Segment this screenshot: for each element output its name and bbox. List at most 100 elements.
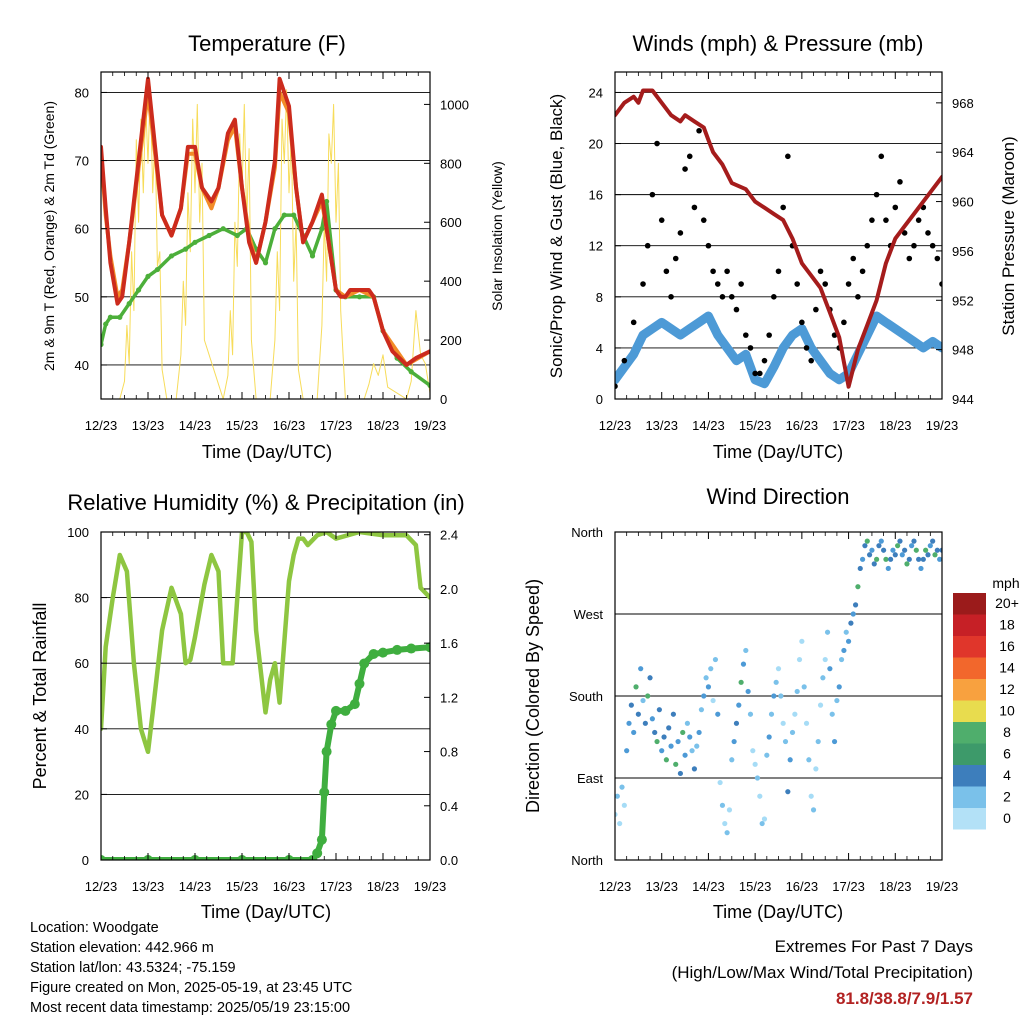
direction-point [740, 661, 747, 667]
legend-label: 12 [999, 681, 1015, 697]
direction-point [881, 547, 887, 553]
gust-point [873, 191, 880, 198]
direction-point [848, 620, 854, 626]
precip-point [406, 643, 417, 654]
precip-point [321, 746, 332, 757]
direction-point [689, 748, 695, 754]
x-tick-label: 18/23 [879, 879, 912, 894]
direction-point [799, 638, 805, 644]
legend-swatch [953, 679, 986, 701]
gust-point [934, 255, 941, 262]
y2-tick-label: 0.4 [440, 799, 458, 814]
x-tick-label: 16/23 [273, 879, 306, 894]
y2-tick-label: 960 [952, 195, 974, 210]
y2-tick-label: 964 [952, 145, 974, 160]
recent-data-text: Most recent data timestamp: 2025/05/19 2… [30, 1000, 351, 1016]
direction-point [745, 688, 751, 695]
x-tick-label: 13/23 [132, 879, 165, 894]
direction-point [824, 629, 831, 635]
direction-point [652, 729, 658, 736]
legend-label: 2 [1003, 789, 1011, 805]
direction-point [738, 679, 744, 685]
legend-unit: mph [992, 575, 1019, 591]
y-tick-label: 80 [75, 85, 89, 100]
direction-point [626, 720, 632, 726]
x-tick-label: 12/23 [599, 879, 632, 894]
direction-point [862, 543, 868, 549]
direction-point [859, 556, 866, 562]
direction-point [787, 757, 793, 763]
td-point [272, 226, 278, 232]
direction-point [696, 729, 702, 736]
gust-point [845, 281, 852, 287]
humidity-y-label: Percent & Total Rainfall [30, 603, 50, 790]
legend-swatch [953, 743, 986, 765]
gust-point [682, 166, 688, 172]
direction-point [932, 552, 938, 558]
legend-label: 20+ [995, 595, 1019, 611]
direction-point [813, 766, 819, 772]
direction-point [778, 693, 784, 699]
gust-point [808, 357, 814, 364]
gust-point [691, 204, 698, 211]
direction-point [759, 820, 765, 827]
extremes-title: Extremes For Past 7 Days [774, 937, 973, 956]
direction-point [792, 711, 798, 717]
y2-tick-label: 0.8 [440, 745, 458, 760]
x-tick-label: 16/23 [273, 418, 306, 433]
legend-swatch [953, 636, 986, 658]
precip-point [331, 705, 341, 716]
direction-point [771, 693, 777, 699]
winds-panel: Winds (mph) & Pressure (mb) 12/23 13/23 14… [547, 31, 1018, 462]
x-tick-label: 13/23 [645, 879, 678, 894]
gust-point [686, 153, 693, 160]
gust-point [841, 319, 847, 326]
humidity-x-label: Time (Day/UTC) [201, 902, 331, 922]
direction-point [911, 538, 917, 544]
y2-tick-label: 800 [440, 156, 462, 171]
direction-point [820, 675, 826, 681]
x-tick-label: 15/23 [226, 418, 259, 433]
humidity-gridlines [101, 597, 430, 795]
winds-x-ticks: 12/23 13/23 14/23 15/23 16/23 17/23 18/23 19/23 [599, 72, 958, 433]
direction-point [885, 565, 891, 572]
direction-point [757, 793, 763, 799]
td-point [319, 226, 325, 232]
gust-point [939, 281, 942, 287]
gust-point [668, 294, 674, 300]
direction-point [754, 775, 761, 781]
direction-point [808, 793, 814, 799]
direction-point [705, 684, 712, 690]
direction-point [717, 779, 723, 786]
y2-tick-label: 600 [440, 215, 462, 230]
x-tick-label: 17/23 [320, 879, 353, 894]
direction-point [815, 738, 821, 745]
td-point [356, 294, 363, 300]
location-text: Location: Woodgate [30, 920, 159, 936]
x-tick-label: 12/23 [85, 879, 118, 894]
direction-point [619, 784, 625, 790]
gust-point [775, 268, 782, 275]
station-info: Location: Woodgate Station elevation: 44… [30, 918, 352, 1018]
y-tick-label: 12 [589, 239, 603, 254]
td-point [145, 273, 151, 279]
gust-point [892, 204, 899, 211]
direction-point [659, 748, 665, 754]
direction-point [775, 666, 782, 672]
gust-point [700, 217, 707, 223]
gust-point [615, 383, 618, 390]
direction-point [845, 638, 852, 644]
direction-x-ticks: 12/23 13/23 14/23 15/23 16/23 17/23 18/23 19/23 [599, 532, 958, 894]
y2-tick-label: 1.6 [440, 636, 458, 651]
direction-point [617, 820, 623, 827]
td-point [220, 226, 226, 232]
x-tick-label: 16/23 [786, 418, 819, 433]
gust-point [747, 345, 754, 351]
gust-point [817, 268, 824, 275]
gust-point [855, 294, 861, 300]
direction-point [731, 738, 737, 745]
gust-point [771, 294, 777, 300]
winds-y2-ticks: 944 948 952 956 960 964 968 [936, 96, 974, 407]
direction-point [864, 538, 870, 544]
gust-point [901, 230, 908, 236]
